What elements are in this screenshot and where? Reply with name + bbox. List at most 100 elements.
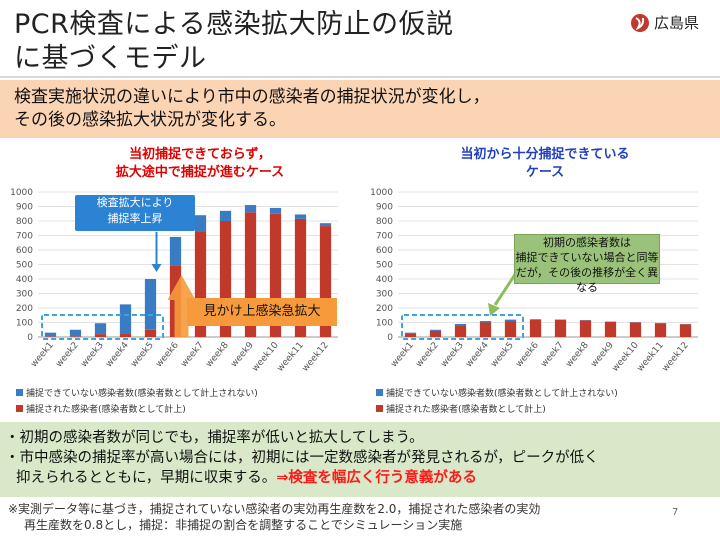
- conclusion-emphasis: ⇒検査を幅広く行う意義がある: [276, 470, 477, 486]
- left-bar-uncaptured: [119, 304, 132, 334]
- right-bar-uncaptured: [454, 323, 467, 326]
- right-ytick-label: 0: [387, 333, 393, 343]
- left-bar-captured: [319, 226, 332, 337]
- right-bar-captured: [404, 333, 417, 337]
- page-title: PCR検査による感染拡大防止の仮説 に基づくモデル: [14, 8, 454, 76]
- right-bar-captured: [604, 321, 617, 337]
- left-bar-captured: [94, 334, 107, 337]
- capture-rate-arrowhead: [151, 264, 162, 272]
- right-chart-title-line2: ケース: [525, 165, 565, 180]
- left-xtick-label: week1: [29, 341, 56, 370]
- banner-line2: その後の感染拡大状況が変化する。: [14, 110, 286, 130]
- left-bar-uncaptured: [219, 210, 232, 221]
- left-xtick-label: week5: [129, 341, 156, 370]
- left-ytick-label: 500: [16, 261, 33, 271]
- page-title-line1: PCR検査による感染拡大防止の仮説: [14, 9, 454, 40]
- right-ytick-label: 300: [376, 290, 393, 300]
- conclusion-box: ・初期の感染者数が同じでも，捕捉率が低いと拡大してしまう。 ・市中感染の捕捉率が…: [0, 422, 720, 497]
- right-ytick-label: 400: [376, 275, 393, 285]
- left-xtick-label: week3: [79, 341, 106, 370]
- left-early-weeks-highlight: [41, 314, 164, 340]
- footnote-line2: 再生産数を0.8とし，捕捉：非捕捉の割合を調整することでシミュレーション実施: [24, 518, 463, 532]
- left-bar-uncaptured: [44, 332, 57, 337]
- right-legend-swatch-captured: [376, 405, 383, 412]
- hiroshima-prefecture-emblem-icon: [631, 13, 649, 32]
- conclusion-line1: ・初期の感染者数が同じでも，捕捉率が低いと拡大してしまう。: [5, 430, 424, 446]
- left-bar-uncaptured: [244, 205, 257, 213]
- left-xtick-label: week2: [54, 341, 81, 370]
- right-ytick-label: 100: [376, 319, 393, 329]
- right-bar-captured: [629, 322, 642, 337]
- footnote-line1: ※実測データ等に基づき，捕捉されていない感染者の実効再生産数を2.0，捕捉された…: [8, 502, 541, 516]
- right-bar-uncaptured: [529, 319, 542, 320]
- left-xtick-label: week12: [301, 341, 331, 374]
- right-bar-uncaptured: [479, 321, 492, 323]
- right-legend-uncaptured: 捕捉できていない感染者数(感染者数として計上されない): [386, 387, 618, 399]
- right-bar-uncaptured: [404, 332, 417, 334]
- left-bar-uncaptured: [194, 215, 207, 232]
- left-ytick-label: 200: [16, 304, 33, 314]
- left-bar-captured: [219, 221, 232, 337]
- right-ytick-label: 700: [376, 232, 393, 242]
- callout-apparent-surge: 見かけ上感染急拡大: [187, 298, 337, 326]
- right-bar-captured: [504, 321, 517, 337]
- callout-green-line1: 初期の感染者数は: [543, 236, 631, 249]
- right-xtick-label: week2: [414, 341, 441, 370]
- left-bar-captured: [269, 213, 282, 337]
- left-ytick-label: 900: [16, 203, 33, 213]
- right-ytick-label: 900: [376, 203, 393, 213]
- right-bar-captured: [579, 320, 592, 337]
- right-bar-captured: [554, 319, 567, 337]
- left-ytick-label: 100: [16, 319, 33, 329]
- right-bar-captured: [429, 330, 442, 337]
- left-xtick-label: week6: [154, 340, 181, 369]
- callout-test-expansion: 検査拡大により 捕捉率上昇: [75, 195, 195, 231]
- right-bar-captured: [529, 319, 542, 337]
- right-bar-captured: [479, 322, 492, 337]
- callout-green-line2: 捕捉できていない場合と同等: [515, 251, 659, 264]
- page-title-line2: に基づくモデル: [14, 43, 207, 74]
- left-xtick-label: week7: [179, 341, 206, 370]
- left-bar-captured: [194, 231, 207, 337]
- right-early-weeks-highlight: [401, 314, 524, 340]
- left-ytick-label: 400: [16, 275, 33, 285]
- right-chart: 01002003004005006007008009001000week1wee…: [370, 188, 698, 415]
- left-bar-uncaptured: [294, 214, 307, 219]
- left-ytick-label: 600: [16, 246, 33, 256]
- right-xtick-label: week12: [661, 341, 691, 374]
- left-legend-swatch-uncaptured: [16, 389, 23, 396]
- page-number: 7: [672, 507, 679, 518]
- right-bar-captured: [454, 325, 467, 337]
- left-bar-captured: [244, 212, 257, 337]
- left-bar-captured: [294, 218, 307, 337]
- left-bar-captured: [44, 336, 57, 337]
- title-divider: [0, 76, 720, 78]
- callout-green-arrowhead: [488, 303, 500, 316]
- left-ytick-label: 0: [27, 333, 33, 343]
- right-ytick-label: 800: [376, 217, 393, 227]
- left-bar-uncaptured: [319, 223, 332, 227]
- left-xtick-label: week8: [204, 340, 231, 369]
- left-chart-title-line1: 当初捕捉できておらず，: [129, 147, 271, 162]
- left-bar-uncaptured: [144, 279, 157, 330]
- left-ytick-label: 300: [16, 290, 33, 300]
- conclusion-line3-text: 抑えられるとともに，早期に収束する。: [16, 470, 277, 486]
- left-chart: 01002003004005006007008009001000week1wee…: [10, 188, 338, 415]
- left-bar-captured: [144, 329, 157, 337]
- left-bar-uncaptured: [269, 207, 282, 214]
- right-xtick-label: week3: [439, 341, 466, 370]
- right-xtick-label: week1: [389, 341, 416, 370]
- right-ytick-label: 1000: [370, 188, 393, 198]
- left-bar-uncaptured: [94, 323, 107, 335]
- left-bar-uncaptured: [69, 329, 82, 337]
- right-chart-caption: 当初から十分捕捉できている ケース: [420, 146, 670, 182]
- prefecture-logo: 広島県: [630, 12, 699, 33]
- left-bar-captured: [69, 336, 82, 337]
- conclusion-line3: 抑えられるとともに，早期に収束する。⇒検査を幅広く行う意義がある: [16, 468, 477, 488]
- callout-initial-same: 初期の感染者数は 捕捉できていない場合と同等 だが，その後の推移が全く異なる: [514, 234, 660, 294]
- right-xtick-label: week5: [489, 341, 516, 370]
- right-bar-captured: [654, 323, 667, 337]
- right-xtick-label: week4: [464, 340, 491, 369]
- right-bar-captured: [679, 324, 692, 337]
- left-ytick-label: 700: [16, 232, 33, 242]
